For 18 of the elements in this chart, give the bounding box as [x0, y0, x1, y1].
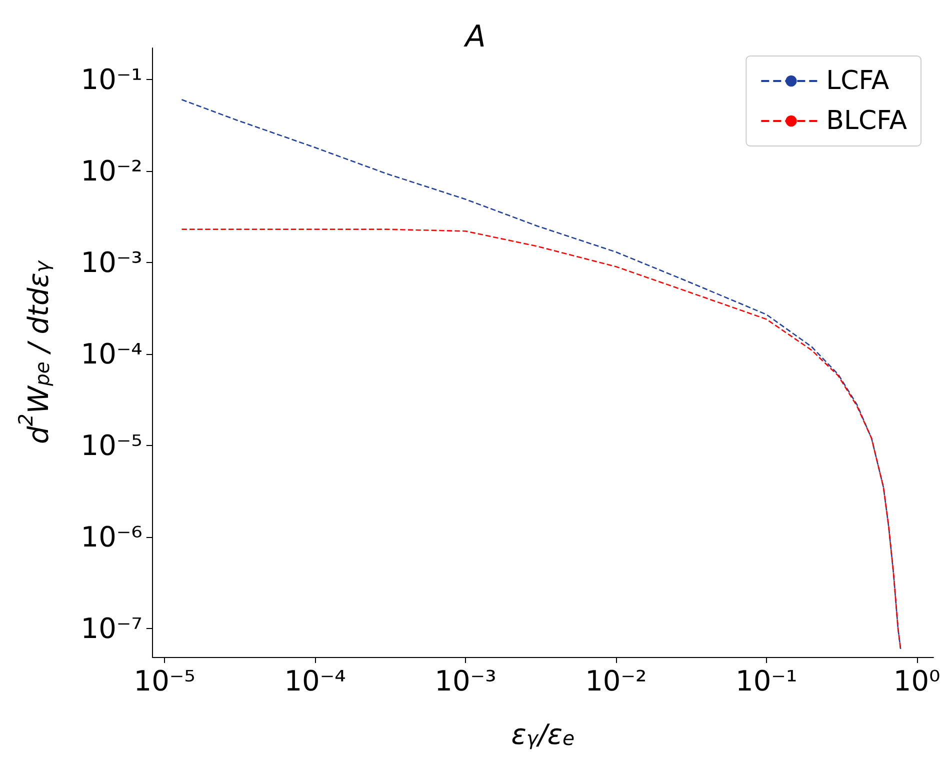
x-axis-title: εγ/εe — [511, 718, 575, 751]
y-tick-label: 10⁻² — [80, 154, 142, 188]
y-tick-label: 10⁻⁵ — [80, 429, 142, 462]
y-tick-label: 10⁻⁷ — [80, 612, 142, 646]
x-tick-label: 10⁻² — [585, 664, 647, 698]
y-tick-label: 10⁻⁶ — [80, 520, 142, 554]
legend-label: BLCFA — [826, 106, 908, 136]
x-tick-label: 10⁻¹ — [736, 664, 798, 698]
y-tick-label: 10⁻³ — [80, 246, 142, 279]
y-tick-label: 10⁻⁴ — [80, 337, 142, 370]
y-tick-label: 10⁻¹ — [80, 62, 142, 96]
x-tick-label: 10⁰ — [893, 664, 940, 698]
x-tick-label: 10⁻³ — [434, 664, 496, 698]
x-tick-label: 10⁻⁵ — [134, 664, 196, 698]
legend-label: LCFA — [826, 66, 890, 96]
y-axis-title: d2Wpe / dtdεγ — [14, 260, 55, 444]
chart-title: A — [463, 20, 486, 54]
x-tick-label: 10⁻⁴ — [284, 664, 346, 698]
